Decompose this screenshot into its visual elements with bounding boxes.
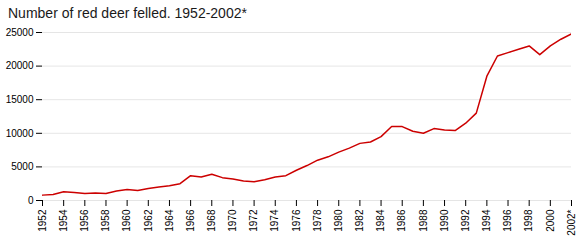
svg-text:1974: 1974: [269, 209, 280, 232]
html-text:Number of red deer felled. 195: Number of red deer felled. 1952-2002*: [8, 5, 247, 21]
svg-text:1984: 1984: [375, 209, 386, 232]
svg-text:1964: 1964: [164, 209, 175, 232]
svg-text:1960: 1960: [121, 209, 132, 232]
svg-text:1986: 1986: [396, 209, 407, 232]
svg-text:1962: 1962: [143, 209, 154, 232]
svg-text:1978: 1978: [312, 209, 323, 232]
svg-text:1982: 1982: [354, 209, 365, 232]
svg-text:1972: 1972: [248, 209, 259, 232]
svg-text:1958: 1958: [100, 209, 111, 232]
svg-text:1954: 1954: [58, 209, 69, 232]
svg-text:1952: 1952: [37, 209, 48, 232]
svg-text:0: 0: [28, 195, 34, 206]
svg-text:1970: 1970: [227, 209, 238, 232]
svg-text:10000: 10000: [6, 128, 34, 139]
svg-text:1968: 1968: [206, 209, 217, 232]
svg-text:1994: 1994: [481, 209, 492, 232]
svg-text:1990: 1990: [439, 209, 450, 232]
svg-text:25000: 25000: [6, 27, 34, 38]
svg-text:1988: 1988: [418, 209, 429, 232]
svg-text:2000: 2000: [545, 209, 556, 232]
svg-text:15000: 15000: [6, 94, 34, 105]
svg-text:1966: 1966: [185, 209, 196, 232]
svg-text:1992: 1992: [460, 209, 471, 232]
svg-text:20000: 20000: [6, 60, 34, 71]
svg-text:5000: 5000: [11, 161, 34, 172]
svg-text:1996: 1996: [502, 209, 513, 232]
svg-text:1976: 1976: [291, 209, 302, 232]
svg-text:1980: 1980: [333, 209, 344, 232]
svg-text:1956: 1956: [79, 209, 90, 232]
svg-text:2002*: 2002*: [566, 209, 577, 235]
svg-text:1998: 1998: [523, 209, 534, 232]
